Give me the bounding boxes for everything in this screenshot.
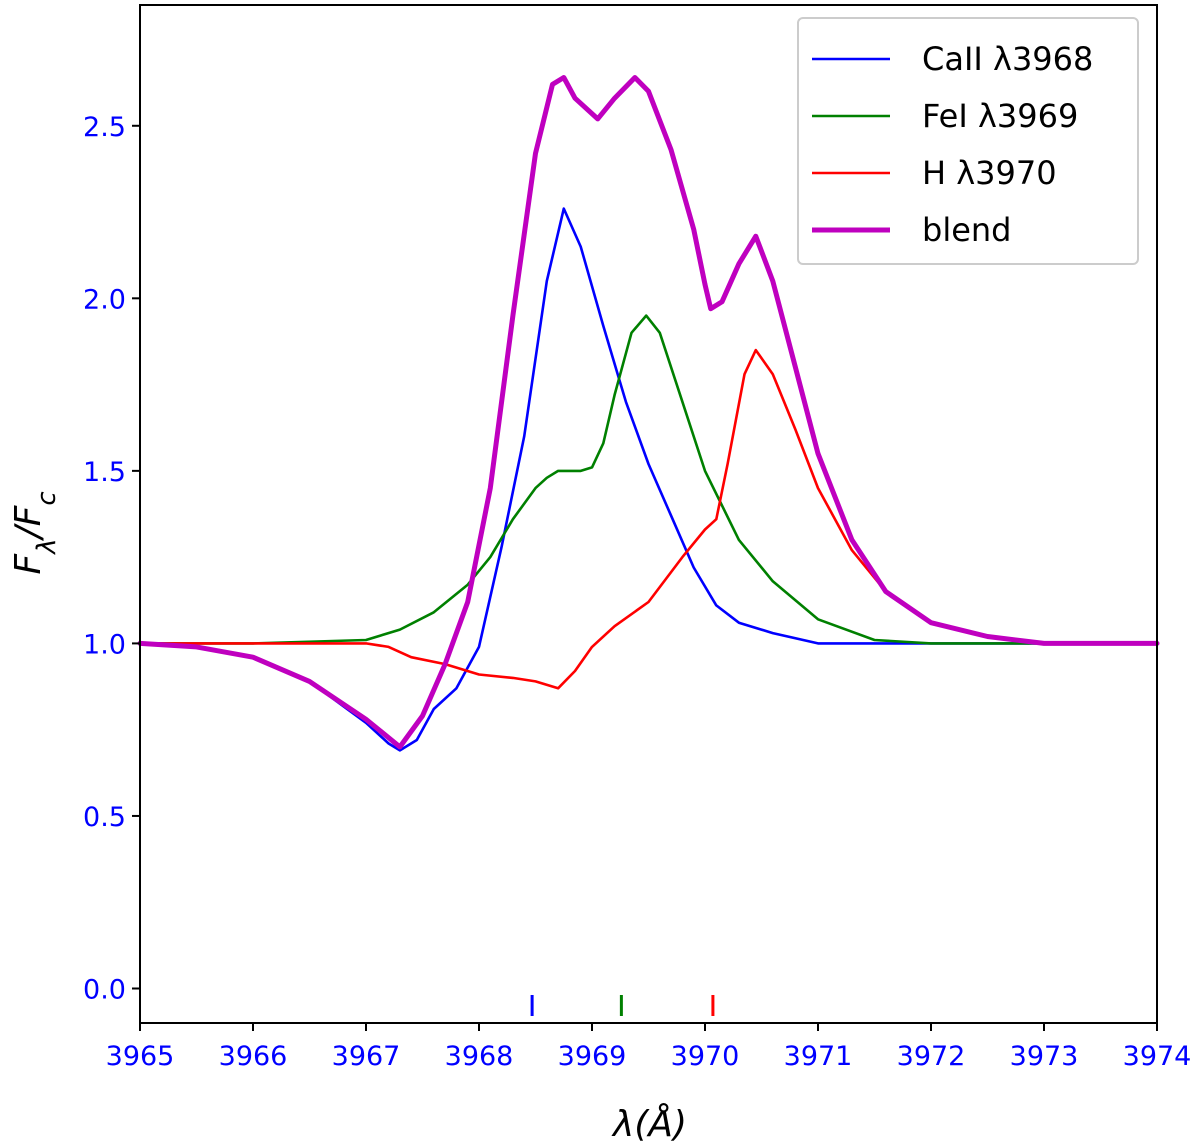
plot-frame — [139, 4, 1158, 1024]
y-tick-label: 1.0 — [83, 629, 126, 660]
y-tick-label: 0.0 — [83, 974, 126, 1005]
x-tick-label: 3973 — [1010, 1041, 1079, 1072]
y-tick-label: 1.5 — [83, 457, 126, 488]
legend-box — [797, 17, 1139, 265]
legend-label-2: H λ3970 — [922, 154, 1057, 192]
x-tick-label: 3970 — [671, 1041, 740, 1072]
legend-label-1: FeI λ3969 — [922, 97, 1078, 135]
series-layer — [137, 75, 1160, 752]
y-tick-label: 0.5 — [83, 802, 126, 833]
legend-label-3: blend — [922, 211, 1011, 249]
axes: 3965 3966 3967 3968 3969 3970 3971 3972 3973 3974… — [83, 4, 1192, 1072]
legend: CaII λ3968 FeI λ3969 H λ3970 blend — [797, 17, 1139, 265]
y-axis-label: Fλ/Fc — [8, 491, 62, 574]
series-line-1 — [138, 314, 1159, 645]
marker-layer — [530, 995, 715, 1016]
x-tick-label: 3972 — [897, 1041, 966, 1072]
x-tick-label: 3967 — [332, 1041, 401, 1072]
y-tick-label: 2.0 — [83, 284, 126, 315]
series-line-0 — [138, 207, 1159, 752]
series-line-2 — [138, 348, 1159, 690]
x-tick-label: 3971 — [784, 1041, 853, 1072]
x-tick-label: 3968 — [445, 1041, 514, 1072]
legend-label-0: CaII λ3968 — [922, 40, 1093, 78]
series-line-3 — [137, 75, 1160, 750]
x-tick-label: 3966 — [219, 1041, 288, 1072]
y-tick-label: 2.5 — [83, 112, 126, 143]
x-tick-label: 3969 — [558, 1041, 627, 1072]
x-tick-label: 3965 — [106, 1041, 175, 1072]
x-tick-label: 3974 — [1123, 1041, 1192, 1072]
x-axis-label: λ(Å) — [611, 1102, 687, 1145]
